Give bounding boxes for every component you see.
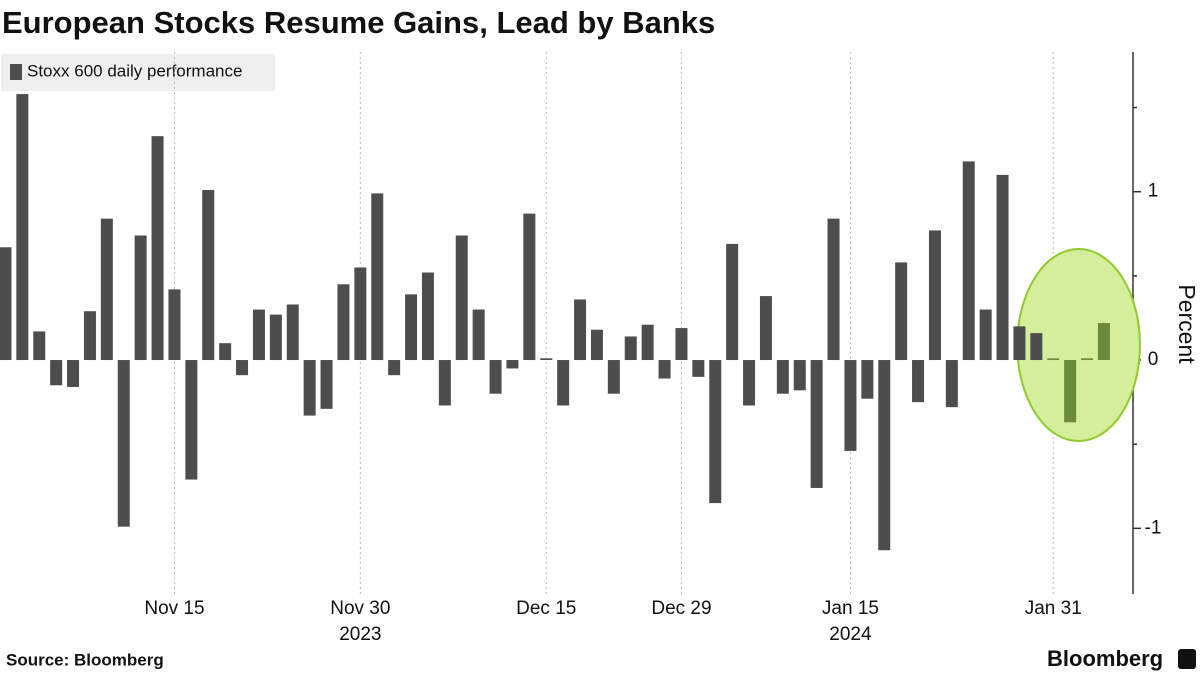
bar — [1064, 360, 1077, 423]
bar — [895, 262, 908, 361]
bar — [861, 360, 874, 399]
bar — [540, 358, 553, 361]
bar — [50, 360, 63, 386]
bar — [100, 218, 113, 361]
bar — [506, 360, 519, 369]
bar — [33, 331, 46, 361]
brand-icon — [1178, 649, 1196, 669]
bar — [810, 360, 823, 488]
bar — [523, 213, 536, 361]
bar — [743, 360, 756, 406]
y-axis-label: Percent — [1174, 284, 1200, 364]
bar — [692, 360, 705, 377]
bar — [16, 94, 29, 361]
bar — [1013, 326, 1026, 361]
x-tick-label: Dec 15 — [516, 598, 576, 619]
x-year-label: 2023 — [339, 624, 381, 645]
bar — [979, 309, 992, 361]
bar — [489, 360, 502, 394]
bar — [371, 193, 384, 361]
bar — [472, 309, 485, 361]
bar — [759, 296, 772, 361]
x-tick-label: Jan 31 — [1025, 598, 1082, 619]
y-tick-label: 1 — [1148, 181, 1159, 202]
x-tick-label: Nov 30 — [330, 598, 390, 619]
bar — [709, 360, 722, 504]
bar — [134, 235, 147, 361]
bar — [202, 190, 215, 361]
bar — [878, 360, 891, 551]
bar — [675, 328, 688, 361]
chart-title: European Stocks Resume Gains, Lead by Ba… — [2, 5, 715, 40]
legend-box — [1, 54, 275, 91]
y-tick-label: -1 — [1145, 517, 1162, 538]
bar — [1047, 358, 1060, 361]
bar — [624, 336, 637, 361]
legend-label: Stoxx 600 daily performance — [27, 61, 242, 80]
brand: Bloomberg — [1047, 646, 1163, 671]
bar — [574, 299, 587, 361]
bar — [337, 284, 350, 361]
y-tick-label: 0 — [1148, 349, 1159, 370]
bar — [1030, 333, 1043, 361]
bar — [421, 272, 434, 361]
bar — [658, 360, 671, 379]
bar — [928, 230, 941, 361]
bar — [83, 311, 96, 361]
bar — [590, 329, 603, 361]
bar — [0, 247, 12, 361]
bar — [455, 235, 468, 361]
bar — [844, 360, 857, 451]
bar — [962, 161, 975, 361]
bar — [996, 174, 1009, 361]
bar — [151, 136, 164, 361]
bar — [557, 360, 570, 406]
bar — [607, 360, 620, 394]
bar — [1081, 358, 1094, 361]
source: Source: Bloomberg — [6, 650, 164, 669]
bar — [67, 360, 80, 387]
x-tick-label: Jan 15 — [822, 598, 879, 619]
bar — [269, 314, 282, 361]
bar — [303, 360, 316, 416]
bar — [117, 360, 130, 527]
bar — [641, 324, 654, 361]
bar — [236, 360, 249, 376]
bar — [726, 243, 739, 361]
bar — [793, 360, 806, 391]
bar — [168, 289, 181, 361]
legend-swatch — [10, 64, 22, 80]
x-tick-label: Nov 15 — [144, 598, 204, 619]
bar — [827, 218, 840, 361]
bar — [945, 360, 958, 408]
bar — [252, 309, 265, 361]
bar — [1097, 323, 1110, 361]
bar — [438, 360, 451, 406]
bar — [776, 360, 789, 394]
bar — [320, 360, 333, 409]
bar — [912, 360, 925, 403]
bar — [405, 294, 418, 361]
bar — [219, 343, 232, 361]
bar — [286, 304, 299, 361]
bar — [185, 360, 198, 480]
x-year-label: 2024 — [829, 624, 872, 645]
bar — [388, 360, 401, 376]
x-tick-label: Dec 29 — [651, 598, 711, 619]
bar — [354, 267, 367, 361]
